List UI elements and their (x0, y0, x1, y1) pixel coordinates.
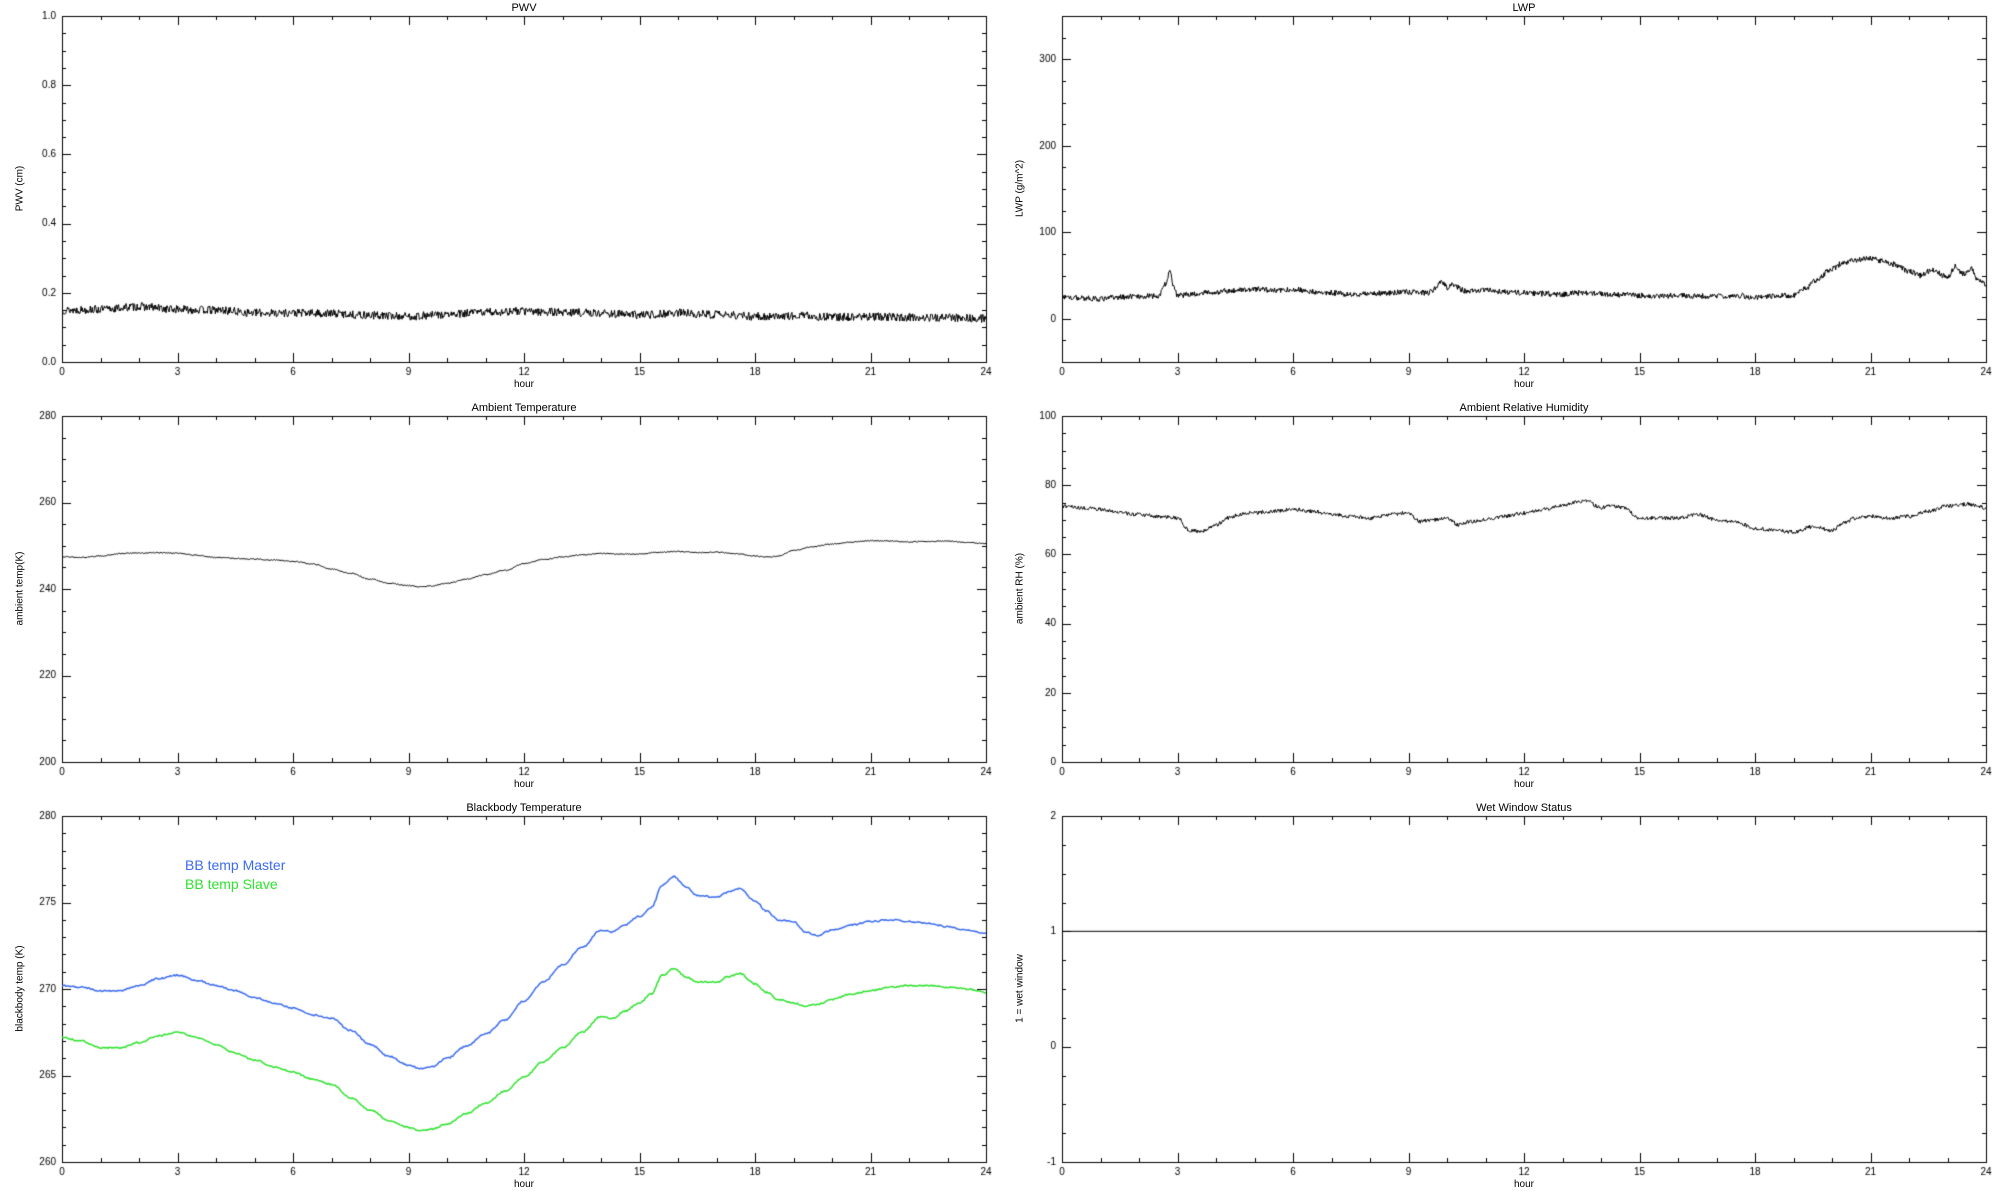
figure-ambient-temperature: Ambient Temperature hour ambient temp(K) (0, 400, 1000, 800)
ambient-relative-humidity-x-axis-label: hour (1513, 779, 1534, 790)
ambient-relative-humidity-title: Ambient Relative Humidity (1459, 402, 1589, 414)
ambient-relative-humidity-y-axis-label: ambient RH (%) (1014, 552, 1026, 625)
blackbody-temperature-title: Blackbody Temperature (466, 802, 582, 814)
figure-blackbody-temperature: Blackbody Temperature hour blackbody tem… (0, 800, 1000, 1200)
lwp-x-axis-label: hour (1513, 379, 1534, 390)
ambient-temperature-x-axis-label: hour (513, 779, 534, 790)
ambient-temperature-plot-canvas (0, 400, 1000, 800)
blackbody-temperature-plot-canvas (0, 800, 1000, 1200)
ambient-temperature-title: Ambient Temperature (471, 402, 577, 414)
pwv-x-axis-label: hour (513, 379, 534, 390)
lwp-title: LWP (1512, 2, 1536, 14)
wet-window-status-x-axis-label: hour (1513, 1179, 1534, 1190)
figure-wet-window-status: Wet Window Status hour 1 = wet window (1000, 800, 2000, 1200)
pwv-title: PWV (511, 2, 537, 14)
figure-pwv: PWV hour PWV (cm) (0, 0, 1000, 400)
wet-window-status-y-axis-label: 1 = wet window (1014, 954, 1026, 1023)
wet-window-status-plot-canvas (1000, 800, 2000, 1200)
blackbody-temperature-y-axis-label: blackbody temp (K) (14, 945, 26, 1032)
lwp-y-axis-label: LWP (g/m^2) (1014, 159, 1026, 218)
legend-item-bb-temp-slave: BB temp Slave (185, 876, 278, 892)
blackbody-legend: BB temp Master BB temp Slave (185, 856, 285, 894)
legend-item-bb-temp-master: BB temp Master (185, 857, 286, 873)
blackbody-temperature-x-axis-label: hour (513, 1179, 534, 1190)
pwv-plot-canvas (0, 0, 1000, 400)
pwv-y-axis-label: PWV (cm) (14, 165, 26, 212)
wet-window-status-title: Wet Window Status (1476, 802, 1572, 814)
ambient-temperature-y-axis-label: ambient temp(K) (14, 551, 26, 626)
lwp-plot-canvas (1000, 0, 2000, 400)
ambient-relative-humidity-plot-canvas (1000, 400, 2000, 800)
figure-lwp: LWP hour LWP (g/m^2) (1000, 0, 2000, 400)
figure-ambient-relative-humidity: Ambient Relative Humidity hour ambient R… (1000, 400, 2000, 800)
